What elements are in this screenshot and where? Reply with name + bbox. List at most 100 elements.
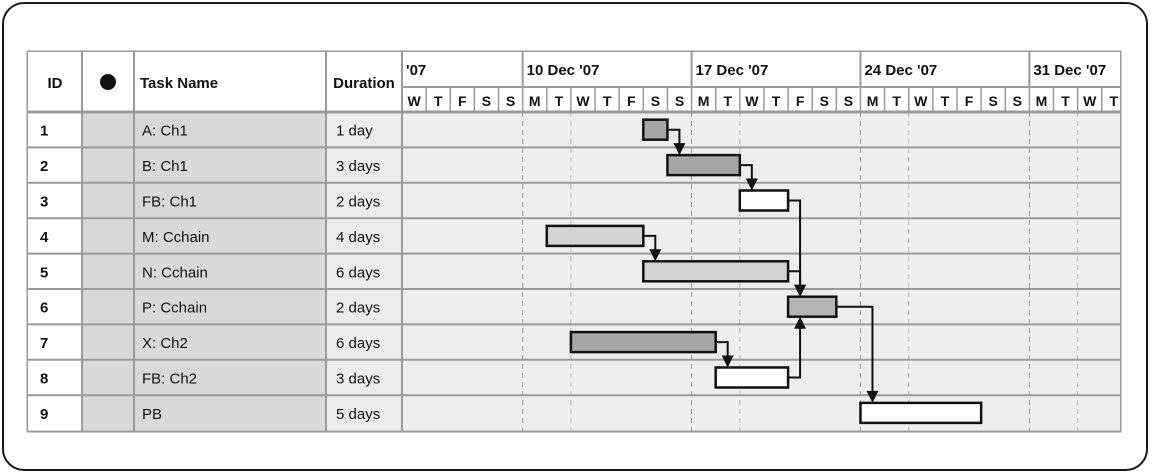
day-label: S [506,93,515,109]
day-label: F [627,93,636,109]
task-name: B: Ch1 [142,158,188,175]
day-label: T [1061,93,1070,109]
row-name-cell [134,359,326,396]
task-id: 8 [40,371,48,388]
dependency-link [788,199,802,287]
task-bar [859,401,983,425]
row-id-cell [28,182,82,219]
task-id: 4 [40,229,49,246]
dependency-link [788,326,802,379]
row-duration-cell [326,395,402,431]
row-duration-cell [326,289,402,325]
day-label: S [651,93,660,109]
task-id: 2 [40,158,48,175]
row-id-cell [28,289,82,325]
row-id-cell [28,395,82,431]
row-info-cell [82,324,134,360]
task-id: 5 [40,264,48,281]
header-background [28,52,1120,112]
day-label: T [1110,93,1119,109]
task-id: 6 [40,300,48,317]
day-label: T [555,93,564,109]
day-label: S [844,93,853,109]
task-bar [666,153,742,177]
row-duration-cell [326,218,402,254]
dependency-arrowhead [794,316,807,329]
task-duration: 3 days [336,158,380,175]
task-bar [786,295,838,318]
task-bar [642,118,669,141]
day-label: T [772,93,781,109]
day-label: W [1083,93,1097,109]
row-name-cell [134,182,326,219]
task-duration: 2 days [336,194,380,211]
day-label: S [482,93,491,109]
day-label: M [529,93,541,109]
dependency-link [715,341,729,358]
task-id: 3 [40,194,48,211]
dependency-arrowhead [794,284,807,297]
row-name-cell [134,253,326,289]
row-info-cell [82,289,134,325]
dependency-link [788,270,802,287]
dependency-arrowhead [745,178,758,191]
day-label: W [407,93,421,109]
column-header-id: ID [48,75,63,92]
day-label: W [576,93,590,109]
column-header-duration: Duration [333,75,395,92]
week-label: 17 Dec '07 [696,62,769,79]
task-name: X: Ch2 [142,335,188,352]
row-duration-cell [326,182,402,219]
row-duration-cell [326,147,402,183]
dependency-link [836,305,874,393]
row-id-cell [28,253,82,289]
day-label: S [820,93,829,109]
week-label: '07 [406,62,426,79]
task-duration: 2 days [336,300,380,317]
row-info-cell [82,147,134,183]
row-duration-cell [326,112,402,148]
day-label: T [603,93,612,109]
task-id: 1 [40,123,48,140]
task-bar [738,189,790,212]
task-name: FB: Ch2 [142,371,197,388]
task-name: M: Cchain [142,229,210,246]
day-label: M [1036,93,1048,109]
dependency-arrowhead [649,249,662,262]
task-bar [642,260,790,283]
task-name: P: Cchain [142,300,207,317]
row-gantt-cell [402,147,1120,183]
day-label: W [745,93,759,109]
day-label: S [989,93,998,109]
row-id-cell [28,112,82,148]
day-label: F [965,93,974,109]
row-info-cell [82,395,134,431]
task-bar [545,224,645,248]
task-duration: 1 day [336,123,373,140]
row-gantt-cell [402,218,1120,254]
row-name-cell [134,289,326,325]
row-info-cell [82,112,134,148]
row-info-cell [82,182,134,219]
row-info-cell [82,359,134,396]
task-name: FB: Ch1 [142,194,197,211]
row-duration-cell [326,324,402,360]
dependency-arrowhead [673,143,686,156]
row-duration-cell [326,359,402,396]
info-icon-glyph: i [106,76,109,90]
day-label: T [941,93,950,109]
row-name-cell [134,147,326,183]
day-label: T [723,93,732,109]
day-label: S [675,93,684,109]
info-icon [100,74,116,90]
day-label: T [434,93,443,109]
dependency-link [739,164,753,181]
row-duration-cell [326,253,402,289]
week-label: 31 Dec '07 [1033,62,1106,79]
day-label: M [867,93,879,109]
task-bar [569,330,717,354]
dependency-arrowhead [721,355,734,368]
column-header-task-name: Task Name [140,75,218,92]
task-duration: 3 days [336,371,380,388]
task-id: 9 [40,406,48,423]
